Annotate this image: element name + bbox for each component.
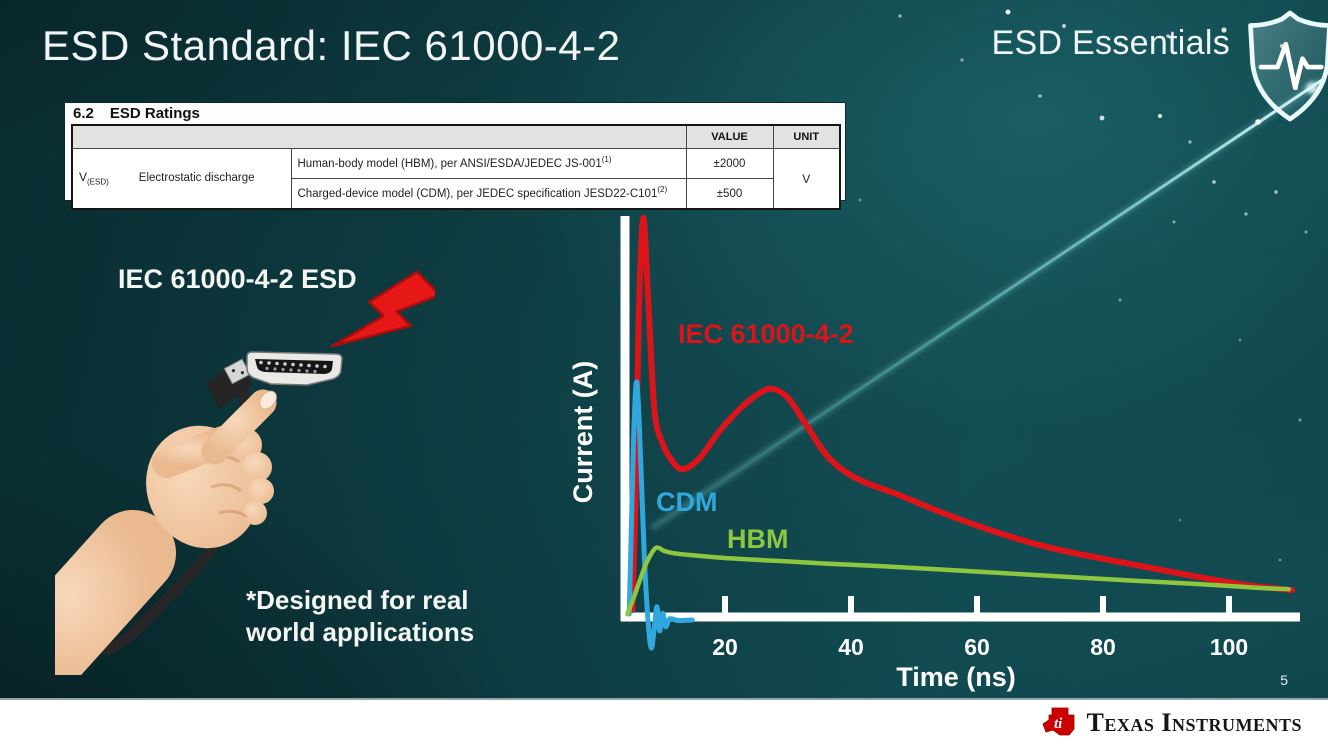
table-row: V(ESD) Electrostatic discharge Human-body…	[71, 148, 841, 210]
table-section-number: 6.2	[73, 105, 94, 122]
param-symbol-sub: (ESD)	[87, 177, 109, 187]
esd-ratings-table: VALUE UNIT V(ESD) Electrostatic discharge…	[71, 124, 841, 210]
table-header-row: VALUE UNIT	[71, 124, 841, 149]
page-title: ESD Standard: IEC 61000-4-2	[42, 22, 621, 69]
header-unit: UNIT	[772, 124, 841, 149]
connector-slot	[255, 359, 333, 374]
cdm-footnote-ref: (2)	[657, 185, 668, 195]
x-axis-ticks: 20 40 60 80 100	[712, 596, 1248, 660]
hbm-footnote-ref: (1)	[601, 155, 612, 165]
y-axis-label: Current (A)	[568, 361, 598, 504]
param-symbol: V	[79, 170, 88, 185]
table-section-heading: 6.2 ESD Ratings	[65, 103, 845, 123]
star-dots	[698, 9, 1308, 562]
hdmi-connector	[205, 351, 343, 409]
header-value: VALUE	[685, 124, 774, 149]
hbm-value: ±2000	[685, 148, 774, 179]
curve-cdm	[626, 379, 695, 651]
index-finger	[201, 389, 277, 465]
curve-iec-61000-4-2	[629, 214, 1295, 613]
lightning-bolt-icon	[330, 270, 435, 348]
unit-cell: V	[772, 148, 841, 210]
x-tick-label: 60	[964, 634, 990, 660]
program-badge: ESD Essentials	[991, 24, 1230, 62]
cdm-value: ±500	[685, 178, 774, 210]
footnote-text: *Designed for real world applications	[246, 585, 475, 647]
x-axis-label: Time (ns)	[896, 662, 1016, 692]
connector-pins	[259, 360, 327, 369]
table-section-title: ESD Ratings	[109, 105, 200, 122]
series-label-hbm: HBM	[727, 524, 789, 554]
hbm-description-cell: Human-body model (HBM), per ANSI/ESDA/JE…	[290, 148, 687, 179]
cdm-description-cell: Charged-device model (CDM), per JEDEC sp…	[290, 178, 687, 210]
fingernail	[259, 390, 277, 410]
footer-brand: Texas Instruments	[1086, 708, 1302, 737]
header-empty-cell	[71, 124, 687, 149]
footer-bar: ti Texas Instruments	[0, 698, 1328, 746]
curve-hbm	[625, 545, 1292, 617]
forearm	[55, 510, 176, 675]
connector-pins-lower	[265, 366, 317, 374]
cdm-description: Charged-device model (CDM), per JEDEC sp…	[297, 188, 658, 201]
series-label-cdm: CDM	[656, 487, 718, 517]
parameter-cell: V(ESD) Electrostatic discharge	[71, 148, 292, 210]
ti-logo-icon: ti	[1042, 707, 1074, 736]
svg-text:ti: ti	[1054, 716, 1063, 732]
illustration-label: IEC 61000-4-2 ESD	[118, 264, 357, 294]
hand-connector-illustration	[55, 270, 435, 675]
param-name: Electrostatic discharge	[138, 172, 255, 185]
series-label-iec: IEC 61000-4-2	[678, 319, 854, 349]
chart-curves	[625, 214, 1295, 651]
hbm-description: Human-body model (HBM), per ANSI/ESDA/JE…	[297, 158, 602, 171]
x-tick-label: 80	[1090, 634, 1116, 660]
esd-ratings-table-panel: 6.2 ESD Ratings VALUE UNIT V(ESD) Electro…	[65, 103, 845, 210]
page-number: 5	[1280, 672, 1288, 688]
x-tick-label: 40	[838, 634, 864, 660]
x-tick-label: 20	[712, 634, 738, 660]
x-tick-label: 100	[1210, 634, 1248, 660]
shield-pulse-icon	[1248, 10, 1328, 122]
